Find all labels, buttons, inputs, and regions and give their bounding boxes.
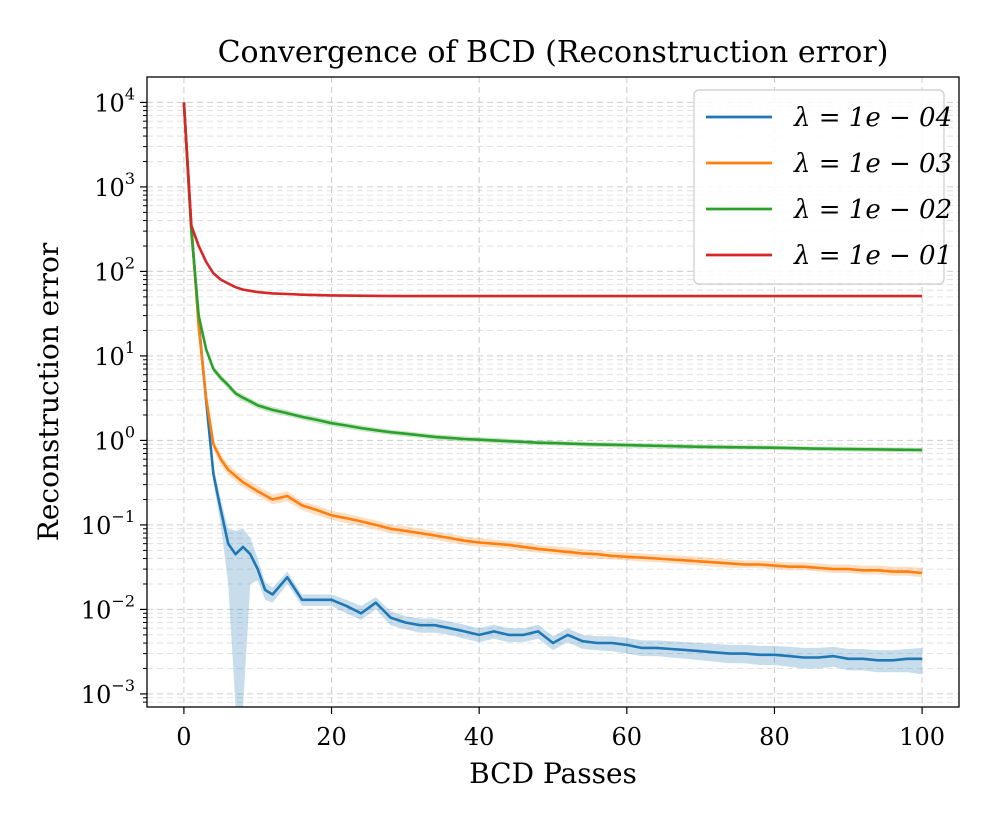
x-axis: 0 20 40 60 80 100 — [176, 707, 945, 751]
y-tick-label: 10−1 — [81, 507, 135, 540]
y-tick-label: 10−3 — [81, 676, 135, 709]
series-lines — [182, 102, 923, 662]
legend-box — [693, 89, 945, 285]
y-tick-label: 101 — [94, 338, 135, 371]
x-tick-label: 0 — [176, 723, 191, 751]
x-tick-label: 60 — [612, 723, 643, 751]
x-tick-label: 100 — [899, 723, 945, 751]
series-line-1 — [182, 102, 923, 575]
y-tick-label: 10−2 — [81, 591, 135, 624]
y-tick-label: 100 — [94, 422, 135, 455]
legend: λ = 1e − 04 λ = 1e − 03 λ = 1e − 02 λ = 1e … — [693, 89, 952, 285]
plot-frame — [146, 76, 960, 708]
legend-label-1: λ = 1e − 03 — [793, 149, 952, 179]
series-line-2 — [182, 102, 923, 452]
grid — [147, 77, 959, 707]
x-tick-label: 40 — [464, 723, 495, 751]
series-line-3 — [182, 102, 923, 298]
legend-label-0: λ = 1e − 04 — [793, 103, 952, 133]
x-axis-label: BCD Passes — [469, 757, 637, 790]
x-tick-label: 20 — [316, 723, 347, 751]
y-axis-label: Reconstruction error — [32, 242, 65, 541]
y-tick-label: 104 — [94, 84, 135, 117]
legend-label-3: λ = 1e − 01 — [793, 241, 952, 271]
y-tick-label: 102 — [94, 253, 135, 286]
chart-title: Convergence of BCD (Reconstruction error… — [218, 35, 889, 70]
y-axis: 10−3 10−2 10−1 100 101 102 103 104 — [81, 84, 147, 709]
x-tick-label: 80 — [759, 723, 790, 751]
legend-label-2: λ = 1e − 02 — [793, 195, 952, 225]
y-tick-label: 103 — [94, 169, 135, 202]
series-line-0 — [182, 102, 923, 662]
